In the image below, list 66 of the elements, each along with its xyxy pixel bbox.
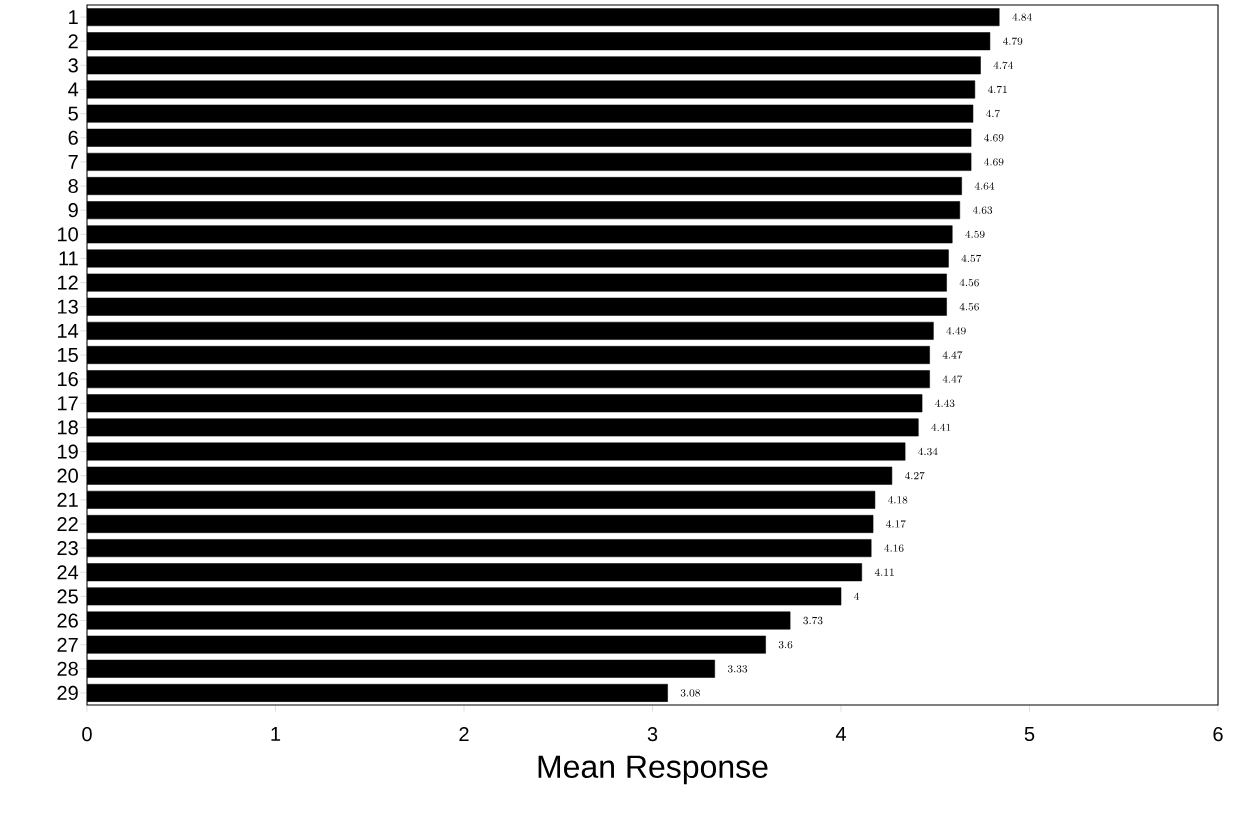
x-axis-title: Mean Response (538, 755, 768, 785)
y-tick-label: 16 (58, 372, 78, 387)
data-label: 4.64 (974, 182, 995, 190)
data-label: 4.69 (984, 134, 1004, 142)
data-label: 4.34 (918, 447, 938, 456)
data-label: 4.79 (1002, 37, 1023, 45)
x-tick-label: 1 (271, 727, 281, 741)
x-tick-label: 5 (1024, 727, 1035, 741)
data-label: 4. 17 (886, 520, 906, 528)
data-label: 4.41 (931, 423, 951, 431)
y-tick-label: 17 (58, 396, 78, 411)
data-label: 3.33 (727, 665, 748, 673)
data-label: 4.57 (961, 254, 982, 263)
x-tick-label: 3 (647, 727, 658, 742)
data-label: 3.08 (680, 689, 700, 697)
y-tick-label: 18 (58, 420, 78, 435)
data-label: 4. 11 (874, 568, 894, 576)
data-label: 4.56 (959, 278, 979, 287)
data-label: 4.47 (942, 375, 963, 383)
data-label: 4.43 (935, 399, 955, 407)
data-label: 4.7 (985, 109, 1000, 118)
data-label: 4.56 (959, 302, 979, 311)
data-label: 4.69 (984, 158, 1004, 166)
y-tick-label: 22 (57, 516, 78, 531)
data-label: 4.59 (965, 230, 985, 238)
y-tick-label: 27 (57, 637, 78, 652)
data-label: 4.47 (942, 351, 963, 359)
data-label: 4.27 (904, 471, 925, 480)
data-label: 3.6 (778, 641, 793, 649)
y-tick-label: 3 (68, 58, 78, 73)
data-label: 3.73 (803, 616, 823, 625)
data-label: 4. 16 (884, 544, 904, 552)
y-tick-label: 7 (68, 155, 78, 169)
y-tick-label: 24 (57, 565, 79, 580)
data-label: 4.84 (1012, 13, 1032, 21)
data-label: 4.74 (993, 61, 1014, 70)
data-label: 4 (854, 592, 860, 600)
y-tick-label: 13 (58, 299, 78, 314)
y-tick-label: 5 (68, 106, 78, 121)
y-tick-label: 21 (57, 492, 78, 507)
data-label: 4.71 (987, 85, 1007, 94)
x-tick-label: 0 (82, 727, 92, 742)
data-label: 4.63 (972, 206, 993, 214)
y-tick-label: 12 (58, 275, 78, 290)
y-tick-label: 29 (57, 685, 78, 701)
y-tick-label: 11 (59, 251, 78, 266)
y-tick-label: 26 (57, 613, 78, 628)
y-tick-label: 10 (58, 227, 78, 242)
y-tick-label: 23 (57, 541, 78, 556)
y-tick-label: 28 (57, 661, 78, 676)
x-tick-label: 4 (835, 727, 846, 741)
x-tick-label: 6 (1213, 727, 1223, 742)
y-tick-label: 2 (68, 34, 78, 49)
y-tick-label: 1 (69, 10, 78, 24)
x-tick-label: 2 (459, 727, 469, 742)
y-tick-label: 25 (57, 589, 78, 604)
y-tick-label: 4 (68, 82, 79, 97)
y-tick-label: 6 (68, 130, 78, 145)
y-tick-label: 19 (58, 444, 78, 459)
data-label: 4. 18 (887, 496, 908, 504)
data-label: 4.49 (946, 327, 966, 335)
y-tick-label: 15 (58, 348, 78, 362)
y-tick-label: 9 (68, 203, 78, 218)
y-tick-label: 14 (58, 323, 79, 338)
y-tick-label: 8 (68, 178, 78, 194)
y-tick-label: 20 (57, 468, 78, 483)
